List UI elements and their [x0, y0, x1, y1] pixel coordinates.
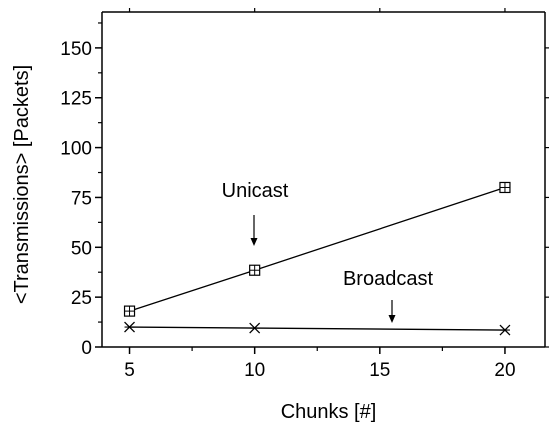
data-point-broadcast [124, 321, 135, 333]
y-tick-label: 100 [60, 139, 92, 160]
y-tick-label: 25 [71, 288, 92, 309]
data-point-unicast [249, 264, 261, 276]
data-point-broadcast [249, 322, 261, 334]
x-tick-label: 5 [124, 360, 135, 381]
x-axis-label: Chunks [#] [281, 401, 377, 423]
x-tick-label: 15 [369, 360, 390, 381]
x-tick-label: 20 [494, 360, 515, 381]
y-axis-label: <Transmissions> [Packets] [11, 65, 33, 304]
annotation-arrow-head [250, 238, 258, 246]
annotation-arrow-head [388, 315, 396, 323]
series-layer [123, 181, 511, 336]
annotation-broadcast: Broadcast [343, 268, 433, 290]
axis-ticks: 0 25 50 75 100 125 150 5 10 15 20 [60, 8, 549, 381]
y-tick-label: 50 [71, 238, 92, 259]
y-tick-label: 0 [81, 338, 92, 359]
plot-frame [101, 11, 546, 348]
x-tick-label: 10 [244, 360, 265, 381]
series-line-broadcast [129, 326, 505, 331]
data-point-broadcast [499, 324, 511, 336]
y-tick-label: 150 [60, 39, 92, 60]
data-point-unicast [499, 181, 511, 194]
data-point-unicast [123, 305, 136, 317]
y-tick-label: 75 [71, 188, 92, 209]
series-line-unicast [129, 186, 506, 312]
annotation-layer: Unicast Broadcast [222, 180, 433, 323]
annotation-unicast: Unicast [222, 180, 289, 202]
y-tick-label: 125 [60, 89, 92, 110]
